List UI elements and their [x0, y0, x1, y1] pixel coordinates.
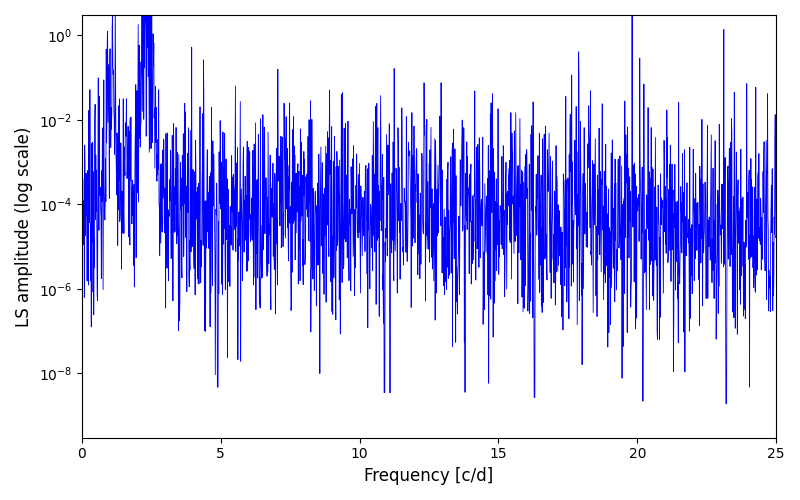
Y-axis label: LS amplitude (log scale): LS amplitude (log scale): [15, 126, 33, 326]
X-axis label: Frequency [c/d]: Frequency [c/d]: [364, 467, 494, 485]
